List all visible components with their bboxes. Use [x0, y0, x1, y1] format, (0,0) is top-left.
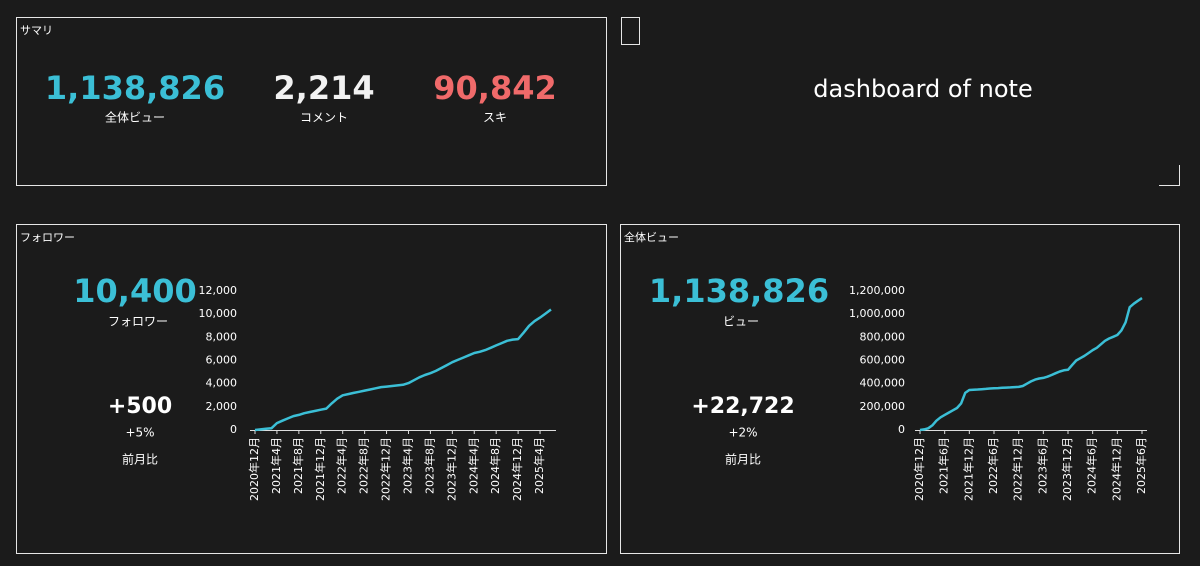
y-tick-label: 0: [898, 423, 905, 436]
x-tick-label: 2022年12月: [379, 437, 393, 501]
y-tick-label: 800,000: [860, 330, 906, 343]
x-tick-label: 2022年12月: [1011, 437, 1025, 501]
x-tick-label: 2022年4月: [335, 437, 349, 494]
x-tick-label: 2020年12月: [912, 437, 926, 501]
x-tick-label: 2021年12月: [961, 437, 975, 501]
x-tick-label: 2024年4月: [466, 437, 480, 494]
x-tick-label: 2023年12月: [444, 437, 458, 501]
x-tick-label: 2023年4月: [400, 437, 414, 494]
y-tick-label: 4,000: [206, 377, 238, 390]
metric-value: 2,214: [273, 69, 374, 107]
x-tick-label: 2021年8月: [291, 437, 305, 494]
x-tick-label: 2020年12月: [247, 437, 261, 501]
kpi-value: 10,400: [73, 272, 196, 310]
x-tick-label: 2024年12月: [510, 437, 524, 501]
y-tick-label: 2,000: [206, 400, 238, 413]
x-tick-label: 2024年12月: [1109, 437, 1123, 501]
y-tick-label: 0: [230, 423, 237, 436]
change-pct: +5%: [125, 426, 154, 440]
metric-label: スキ: [483, 111, 507, 125]
x-tick-label: 2023年12月: [1060, 437, 1074, 501]
x-tick-label: 2023年8月: [422, 437, 436, 494]
y-tick-label: 8,000: [206, 330, 238, 343]
kpi-value: 1,138,826: [649, 272, 829, 310]
kpi-label: フォロワー: [108, 315, 168, 329]
panel-box: [16, 224, 607, 554]
y-tick-label: 12,000: [199, 284, 238, 297]
change-value: +500: [108, 394, 172, 419]
y-tick-label: 10,000: [199, 307, 238, 320]
corner-box: [621, 17, 640, 45]
x-tick-label: 2021年6月: [937, 437, 951, 494]
line-series: [919, 297, 1143, 432]
metric-value: 1,138,826: [45, 69, 225, 107]
change-pct: +2%: [728, 426, 757, 440]
line-series: [254, 308, 552, 432]
summary-box: [16, 17, 607, 186]
change-note: 前月比: [725, 452, 761, 467]
y-tick-label: 400,000: [860, 377, 906, 390]
x-tick-label: 2021年12月: [313, 437, 327, 501]
x-tick-label: 2021年4月: [269, 437, 283, 494]
kpi-label: ビュー: [723, 315, 759, 329]
x-tick-label: 2022年6月: [986, 437, 1000, 494]
y-tick-label: 200,000: [860, 400, 906, 413]
header-title: dashboard of note: [813, 75, 1032, 103]
x-tick-label: 2023年6月: [1035, 437, 1049, 494]
metric-value: 90,842: [433, 69, 556, 107]
x-tick-label: 2025年4月: [532, 437, 546, 494]
y-tick-label: 6,000: [206, 354, 238, 367]
panel-title: 全体ビュー: [624, 230, 679, 244]
change-value: +22,722: [691, 394, 794, 419]
x-tick-label: 2024年6月: [1085, 437, 1099, 494]
metric-label: 全体ビュー: [105, 110, 165, 125]
y-tick-label: 1,200,000: [849, 284, 905, 297]
y-tick-label: 1,000,000: [849, 307, 905, 320]
panel-title: フォロワー: [20, 231, 75, 244]
x-tick-label: 2024年8月: [488, 437, 502, 494]
change-note: 前月比: [122, 452, 158, 467]
x-tick-label: 2025年6月: [1134, 437, 1148, 494]
y-tick-label: 600,000: [860, 354, 906, 367]
x-tick-label: 2022年8月: [357, 437, 371, 494]
metric-label: コメント: [300, 111, 348, 125]
summary-title: サマリ: [20, 24, 53, 37]
corner-bracket: [1159, 165, 1180, 186]
panel-box: [620, 224, 1180, 554]
